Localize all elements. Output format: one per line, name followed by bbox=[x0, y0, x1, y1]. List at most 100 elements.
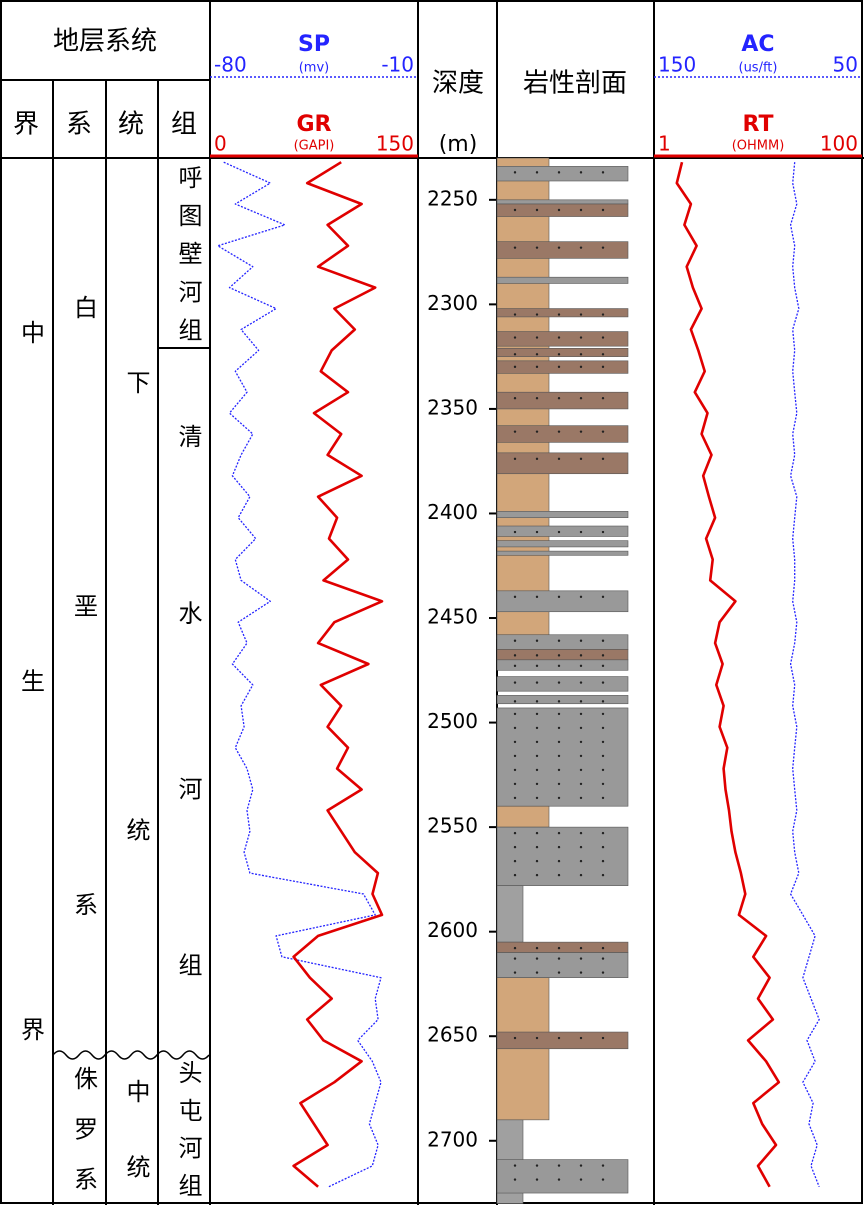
lithology-dot bbox=[557, 654, 561, 657]
lithology-dot bbox=[579, 681, 583, 684]
lithology-dot bbox=[557, 1036, 561, 1040]
lithology-dot bbox=[579, 796, 583, 800]
lithology-dot bbox=[601, 768, 605, 772]
y-tick-label: 2700 bbox=[427, 1127, 478, 1151]
lithology-bed bbox=[496, 203, 629, 217]
lithology-dot bbox=[601, 681, 605, 684]
lithology-dot bbox=[557, 1178, 561, 1181]
y-tick-label: 2350 bbox=[427, 395, 478, 419]
lithology-dot bbox=[557, 859, 561, 863]
lithology-bed bbox=[496, 241, 629, 259]
lithology-dot bbox=[557, 208, 561, 212]
lithology-dot bbox=[535, 946, 539, 950]
lithology-bed bbox=[496, 885, 524, 943]
lithology-dot bbox=[535, 873, 539, 877]
lithology-dot bbox=[579, 946, 583, 950]
lithology-bed bbox=[496, 952, 629, 978]
lithology-dot bbox=[535, 712, 539, 716]
lithology-dot bbox=[557, 246, 561, 249]
lithology-dot bbox=[535, 768, 539, 772]
lithology-dot bbox=[601, 246, 605, 249]
lithology-dot bbox=[513, 336, 517, 339]
lithology-bed bbox=[496, 331, 629, 347]
log-curve bbox=[292, 161, 384, 1188]
lithology-dot bbox=[601, 845, 605, 849]
header-title: 地层系统 bbox=[53, 27, 157, 57]
lithology-dot bbox=[513, 1036, 517, 1040]
y-tick-label: 2550 bbox=[427, 814, 478, 838]
lithology-dot bbox=[557, 336, 561, 339]
lithology-dot bbox=[513, 796, 517, 800]
lithology-dot bbox=[579, 353, 583, 356]
lithology-dot bbox=[535, 796, 539, 800]
lithology-dot bbox=[557, 957, 561, 960]
lithology-bed bbox=[496, 308, 629, 318]
lithology-dot bbox=[557, 831, 561, 835]
strat-label: 下统 bbox=[122, 369, 150, 1205]
lithology-dot bbox=[513, 859, 517, 863]
lithology-dot bbox=[579, 1178, 583, 1181]
lithology-dot bbox=[601, 831, 605, 835]
lithology-dot bbox=[601, 595, 605, 599]
lithology-bed bbox=[496, 391, 629, 410]
track-unit: (us/ft) bbox=[739, 61, 778, 76]
lithology-dot bbox=[601, 664, 605, 668]
lithology-dot bbox=[513, 1164, 517, 1167]
strat-label: 呼图壁河组 bbox=[174, 165, 202, 356]
lithology-dot bbox=[535, 831, 539, 835]
lithology-dot bbox=[601, 946, 605, 950]
lithology-dot bbox=[557, 396, 561, 400]
lithology-bed bbox=[496, 805, 550, 828]
header: 地层系统 界 系 统 组 深度 (m) 岩性剖面 bbox=[13, 27, 627, 158]
lithology-bed bbox=[496, 941, 629, 953]
lithology-dot bbox=[535, 740, 539, 744]
lithology-dot bbox=[579, 396, 583, 400]
header-label: (m) bbox=[439, 132, 478, 157]
lithology-dot bbox=[557, 313, 561, 316]
lithology-dot bbox=[535, 430, 539, 433]
scale-label: -80 bbox=[214, 53, 247, 77]
y-tick-label: 2650 bbox=[427, 1023, 478, 1047]
lithology-dot bbox=[513, 246, 517, 249]
log-curve bbox=[217, 161, 382, 1188]
lithology-dot bbox=[513, 740, 517, 744]
lithology-dot bbox=[535, 246, 539, 249]
lithology-dot bbox=[601, 336, 605, 339]
lithology-dot bbox=[513, 873, 517, 877]
lithology-dot bbox=[513, 971, 517, 974]
lithology-dot bbox=[579, 530, 583, 534]
lithology-bed bbox=[496, 452, 629, 475]
lithology-dot bbox=[513, 845, 517, 849]
scale-label: 50 bbox=[833, 53, 858, 77]
lithology-dot bbox=[601, 430, 605, 433]
lithology-bed bbox=[496, 347, 629, 357]
lithology-dot bbox=[557, 845, 561, 849]
lithology-dot bbox=[579, 845, 583, 849]
lithology-dot bbox=[513, 831, 517, 835]
lithology-dot bbox=[579, 957, 583, 960]
lithology-bed bbox=[496, 425, 629, 443]
strat-label: 白垩系 bbox=[69, 295, 98, 1191]
lithology-dot bbox=[579, 654, 583, 657]
lithology-dot bbox=[579, 208, 583, 212]
lithology-dot bbox=[557, 664, 561, 668]
lithology-dot bbox=[601, 859, 605, 863]
lithology-bed bbox=[496, 659, 629, 671]
scale-label: 0 bbox=[214, 132, 227, 156]
lithology-dot bbox=[601, 530, 605, 534]
lithology-dot bbox=[557, 639, 561, 642]
lithology-bed bbox=[496, 550, 629, 556]
track-name: SP bbox=[298, 32, 330, 57]
lithology-bed bbox=[496, 540, 629, 548]
lithology-dot bbox=[557, 353, 561, 356]
lithology-dot bbox=[535, 782, 539, 786]
lithology-bed bbox=[496, 695, 629, 705]
lithology-dot bbox=[513, 1178, 517, 1181]
lithology-dot bbox=[557, 712, 561, 716]
lithology-dot bbox=[557, 796, 561, 800]
y-tick-label: 2500 bbox=[427, 709, 478, 733]
scale-label: 100 bbox=[820, 132, 858, 156]
header-label: 统 bbox=[118, 110, 144, 140]
scale-label: 1 bbox=[658, 132, 671, 156]
